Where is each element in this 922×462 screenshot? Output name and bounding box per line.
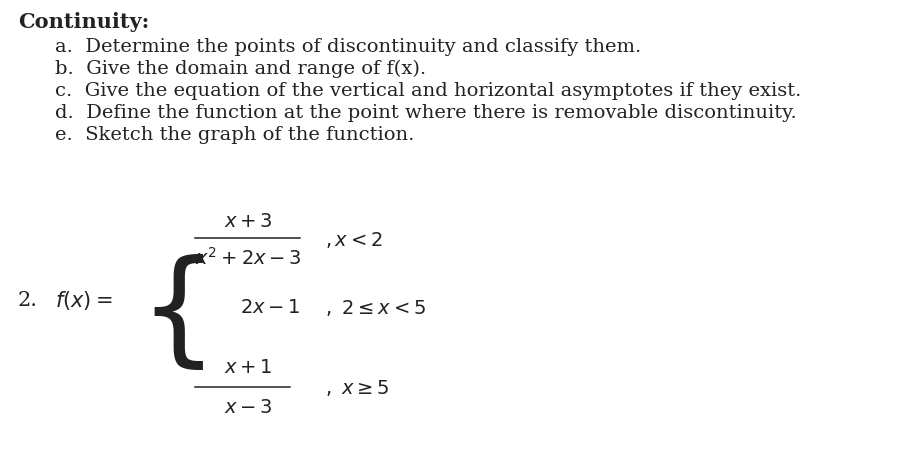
- Text: $x+1$: $x+1$: [224, 359, 272, 377]
- Text: $2x-1$: $2x-1$: [240, 299, 301, 317]
- Text: b.  Give the domain and range of f(x).: b. Give the domain and range of f(x).: [55, 60, 426, 78]
- Text: e.  Sketch the graph of the function.: e. Sketch the graph of the function.: [55, 126, 414, 144]
- Text: $f(x)=$: $f(x)=$: [55, 288, 112, 311]
- Text: {: {: [138, 255, 218, 376]
- Text: $x^2+2x-3$: $x^2+2x-3$: [195, 247, 301, 269]
- Text: $,\ 2\leq x<5$: $,\ 2\leq x<5$: [325, 298, 426, 318]
- Text: $,x<2$: $,x<2$: [325, 230, 383, 250]
- Text: 2.: 2.: [18, 291, 38, 310]
- Text: Continuity:: Continuity:: [18, 12, 149, 32]
- Text: $x-3$: $x-3$: [224, 399, 272, 417]
- Text: $,\ x\geq5$: $,\ x\geq5$: [325, 378, 390, 398]
- Text: c.  Give the equation of the vertical and horizontal asymptotes if they exist.: c. Give the equation of the vertical and…: [55, 82, 801, 100]
- Text: $x+3$: $x+3$: [224, 213, 272, 231]
- Text: d.  Define the function at the point where there is removable discontinuity.: d. Define the function at the point wher…: [55, 104, 797, 122]
- Text: a.  Determine the points of discontinuity and classify them.: a. Determine the points of discontinuity…: [55, 38, 641, 56]
